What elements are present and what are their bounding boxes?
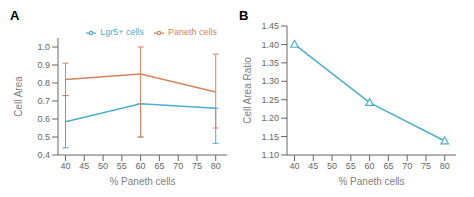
svg-text:75: 75 xyxy=(192,161,202,171)
html-text:Paneth cells: Paneth cells xyxy=(168,27,217,37)
svg-text:45: 45 xyxy=(79,161,89,171)
svg-text:% Paneth cells: % Paneth cells xyxy=(338,176,404,187)
svg-text:50: 50 xyxy=(98,161,108,171)
svg-text:% Paneth cells: % Paneth cells xyxy=(109,176,175,187)
svg-text:1.45: 1.45 xyxy=(261,21,279,31)
svg-text:55: 55 xyxy=(346,161,356,171)
svg-text:75: 75 xyxy=(421,161,431,171)
html-text:Lgr5+ cells: Lgr5+ cells xyxy=(100,27,144,37)
svg-text:80: 80 xyxy=(440,161,450,171)
svg-text:45: 45 xyxy=(308,161,318,171)
svg-text:1.35: 1.35 xyxy=(261,58,279,68)
svg-text:60: 60 xyxy=(365,161,375,171)
svg-text:Cell Area Ratio: Cell Area Ratio xyxy=(242,57,253,124)
svg-text:65: 65 xyxy=(383,161,393,171)
svg-text:1.15: 1.15 xyxy=(261,132,279,142)
svg-text:0.9: 0.9 xyxy=(37,60,50,70)
svg-text:40: 40 xyxy=(61,161,71,171)
svg-text:1.0: 1.0 xyxy=(37,42,50,52)
svg-text:0.5: 0.5 xyxy=(37,132,50,142)
svg-text:80: 80 xyxy=(211,161,221,171)
html-text:A: A xyxy=(10,8,20,23)
svg-text:60: 60 xyxy=(136,161,146,171)
svg-text:70: 70 xyxy=(402,161,412,171)
svg-text:70: 70 xyxy=(173,161,183,171)
svg-text:0.6: 0.6 xyxy=(37,114,50,124)
svg-text:1.10: 1.10 xyxy=(261,150,279,160)
svg-text:65: 65 xyxy=(154,161,164,171)
svg-text:1.30: 1.30 xyxy=(261,76,279,86)
svg-text:1.25: 1.25 xyxy=(261,95,279,105)
svg-text:1.20: 1.20 xyxy=(261,113,279,123)
svg-text:0.8: 0.8 xyxy=(37,78,50,88)
html-text:B: B xyxy=(239,8,249,23)
svg-text:50: 50 xyxy=(327,161,337,171)
svg-text:0.4: 0.4 xyxy=(37,150,50,160)
svg-text:55: 55 xyxy=(117,161,127,171)
svg-text:1.40: 1.40 xyxy=(261,40,279,50)
svg-text:0.7: 0.7 xyxy=(37,96,50,106)
svg-text:Cell Area: Cell Area xyxy=(13,76,24,117)
svg-text:40: 40 xyxy=(290,161,300,171)
